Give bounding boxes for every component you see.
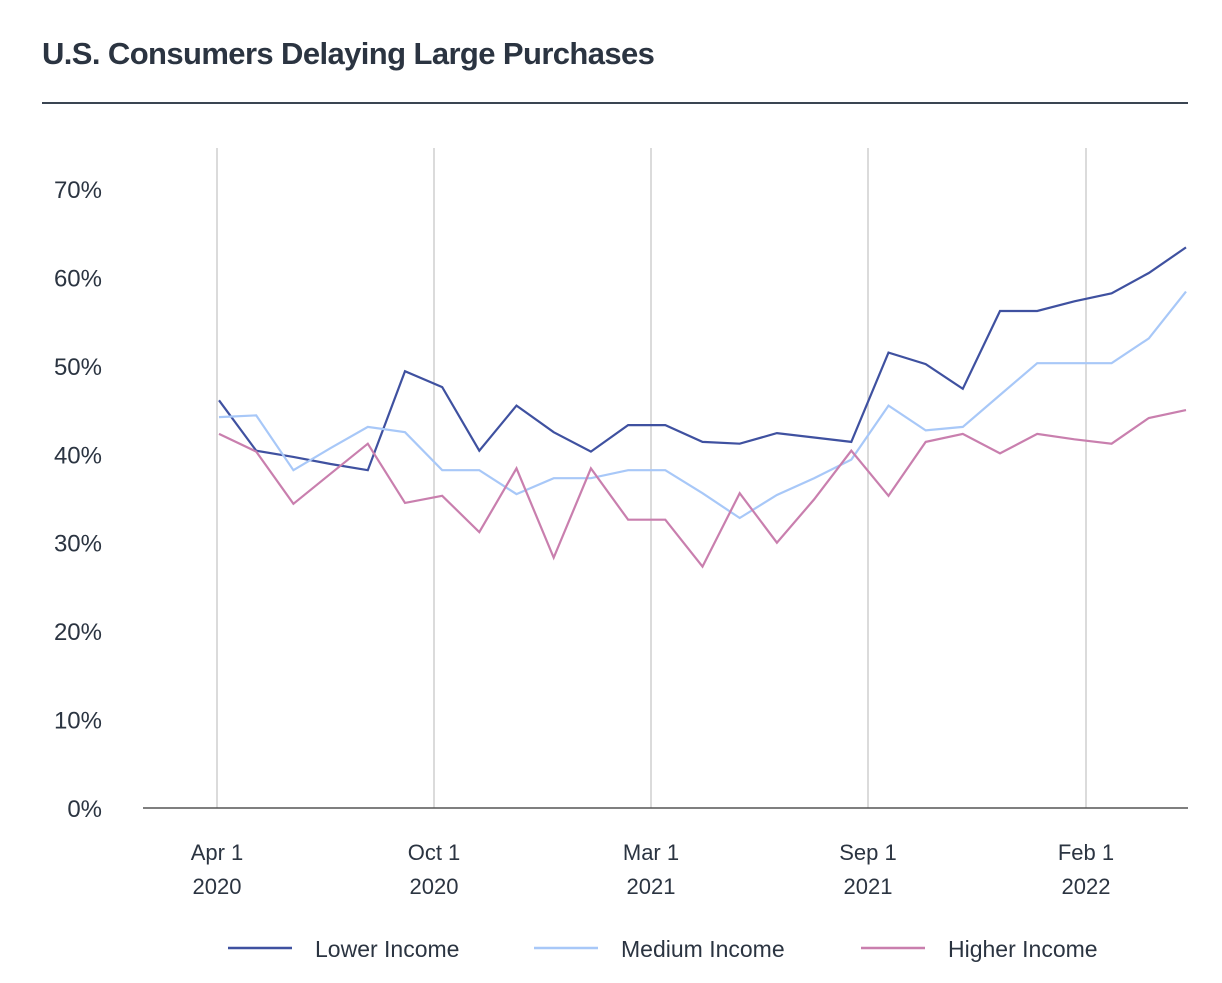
title-divider	[42, 102, 1188, 104]
x-tick-label: Sep 1	[839, 840, 897, 865]
legend-label: Lower Income	[315, 936, 459, 962]
chart-title: U.S. Consumers Delaying Large Purchases	[42, 36, 655, 71]
x-tick-label-year: 2020	[193, 874, 242, 899]
x-tick-label: Apr 1	[191, 840, 244, 865]
x-tick-label-year: 2022	[1062, 874, 1111, 899]
x-tick-label-year: 2020	[410, 874, 459, 899]
x-tick-label: Oct 1	[408, 840, 461, 865]
y-tick-label: 70%	[54, 177, 102, 204]
legend-label: Medium Income	[621, 936, 785, 962]
series-line-higher-income	[218, 409, 1187, 569]
series-line-medium-income	[218, 290, 1187, 520]
x-tick-label: Feb 1	[1058, 840, 1114, 865]
y-tick-label: 60%	[54, 265, 102, 292]
y-tick-label: 50%	[54, 354, 102, 381]
x-tick-label-year: 2021	[844, 874, 893, 899]
series-line-lower-income	[218, 246, 1187, 472]
y-tick-label: 30%	[54, 531, 102, 558]
x-tick-label-year: 2021	[627, 874, 676, 899]
y-tick-label: 20%	[54, 619, 102, 646]
x-tick-label: Mar 1	[623, 840, 679, 865]
y-tick-label: 10%	[54, 708, 102, 735]
legend-label: Higher Income	[948, 936, 1098, 962]
y-tick-label: 40%	[54, 442, 102, 469]
y-tick-label: 0%	[67, 796, 102, 823]
